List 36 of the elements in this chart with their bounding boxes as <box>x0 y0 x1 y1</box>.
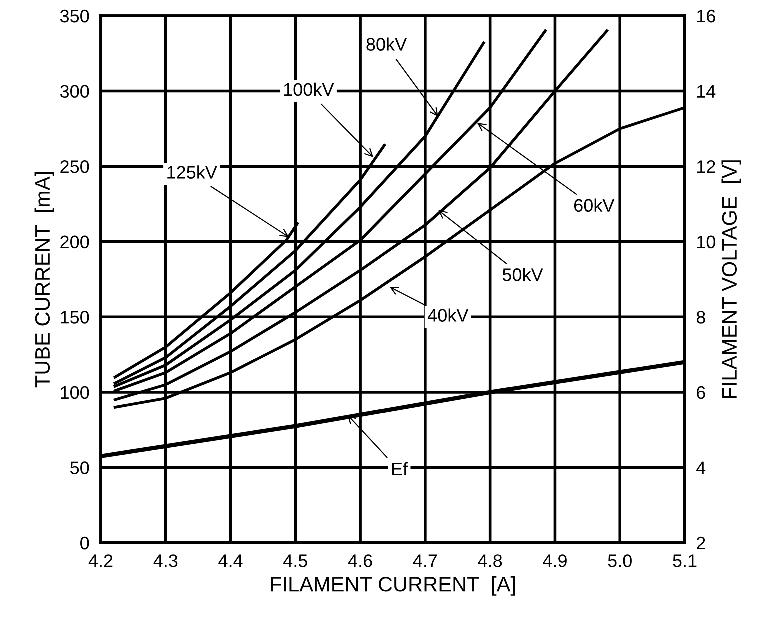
y-tick-label: 300 <box>60 85 90 98</box>
y2-tick-label: 10 <box>697 236 716 249</box>
annotation: 100kV <box>284 82 334 96</box>
annotation: 125kV <box>168 166 218 179</box>
y2-tick-label: 6 <box>697 386 706 400</box>
y-tick-label: 150 <box>61 311 90 324</box>
x-tick-label: 5.1 <box>673 554 697 568</box>
y2-tick-label: 2 <box>697 536 706 550</box>
annotation: 40kV <box>428 308 469 322</box>
y-tick-label: 50 <box>70 462 90 474</box>
x-axis-title: FILAMENT CURRENT [A] <box>271 576 515 596</box>
y-tick-label: 350 <box>60 10 90 23</box>
y-tick-label: 0 <box>80 536 90 550</box>
x-tick-label: 5.0 <box>608 554 632 568</box>
x-tick-label: 4.4 <box>218 554 243 568</box>
x-tick-label: 4.8 <box>478 554 502 568</box>
y2-axis-title: FILAMENT VOLTAGE [V] <box>722 160 742 398</box>
y-axis-title: TUBE CURRENT [mA] <box>34 172 54 388</box>
y-tick-label: 250 <box>60 160 90 174</box>
x-tick-label: 4.6 <box>348 554 372 568</box>
annotation: Ef <box>392 462 408 476</box>
y2-tick-label: 12 <box>697 160 716 174</box>
annotation: 50kV <box>502 268 544 282</box>
annotation: 60kV <box>574 198 615 212</box>
y2-tick-label: 16 <box>697 10 716 23</box>
x-tick-label: 4.3 <box>154 554 178 568</box>
y-tick-label: 100 <box>61 386 90 400</box>
y2-tick-label: 14 <box>697 85 716 98</box>
x-tick-label: 4.9 <box>543 554 567 568</box>
annotation: 80kV <box>366 38 408 51</box>
x-tick-label: 4.2 <box>88 554 113 568</box>
x-tick-label: 4.5 <box>284 554 308 568</box>
y2-tick-label: 4 <box>696 462 706 474</box>
y-tick-label: 200 <box>60 236 90 249</box>
y2-tick-label: 8 <box>696 311 706 324</box>
x-tick-label: 4.7 <box>413 554 438 568</box>
